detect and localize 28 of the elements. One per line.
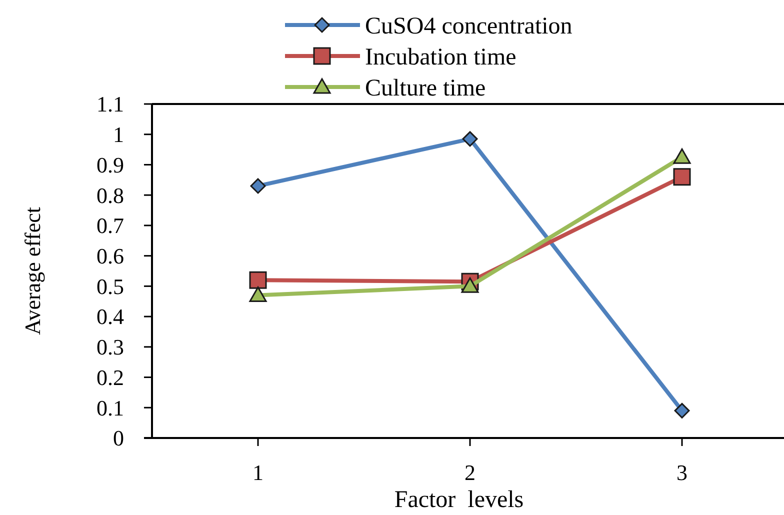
legend-label: Culture time (365, 75, 486, 102)
y-tick-label: 1 (113, 122, 124, 148)
point (249, 271, 267, 289)
y-tick-label: 0.8 (96, 182, 124, 208)
point (249, 286, 267, 302)
point (461, 277, 479, 293)
y-tick-label: 0 (113, 426, 124, 451)
legend-label: CuSO4 concentration (365, 13, 572, 40)
y-tick-label: 0.2 (96, 364, 124, 390)
point (673, 148, 691, 164)
x-axis-title: Factor levels (394, 487, 524, 513)
y-tick-label: 1.1 (96, 92, 124, 117)
y-tick-label: 0.4 (96, 304, 124, 330)
point (250, 178, 266, 194)
y-tick-label: 0.3 (96, 334, 124, 360)
point (462, 131, 478, 147)
y-tick-label: 0.5 (96, 274, 124, 299)
y-tick-label: 0.9 (96, 152, 124, 178)
x-tick-label: 1 (252, 460, 264, 485)
x-tick-label: 3 (676, 460, 688, 485)
legend-label: Incubation time (365, 44, 516, 70)
y-axis-title: Average effect (20, 206, 45, 336)
point (674, 402, 690, 418)
x-tick-label: 2 (464, 460, 476, 485)
y-tick-label: 0.1 (96, 395, 124, 420)
y-tick-label: 0.7 (96, 213, 124, 238)
point (673, 168, 691, 186)
y-tick-label: 0.6 (96, 244, 124, 269)
